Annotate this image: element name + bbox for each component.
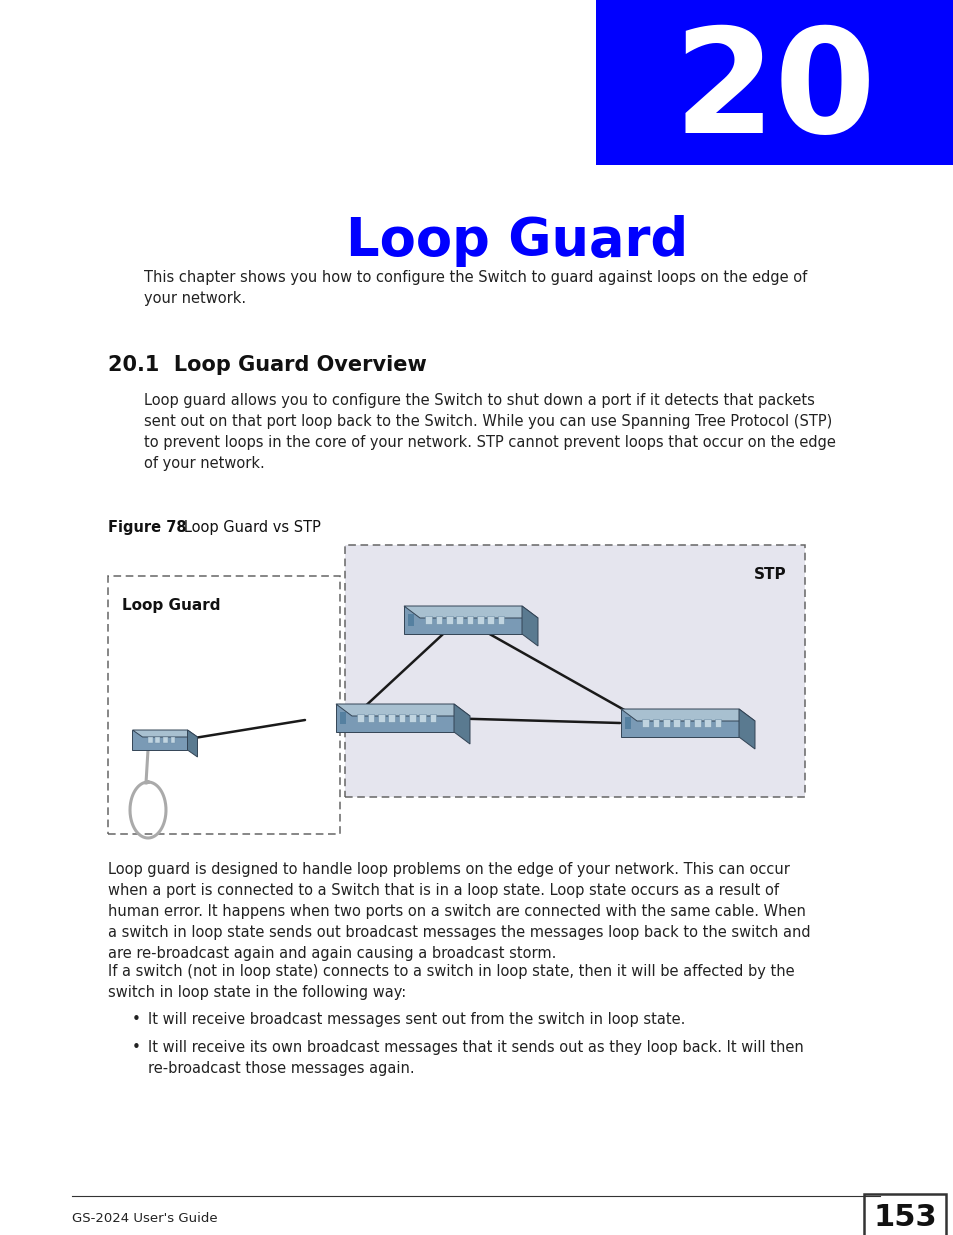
- Text: Loop Guard: Loop Guard: [122, 598, 220, 613]
- Bar: [487, 616, 494, 624]
- Bar: [163, 737, 168, 743]
- Bar: [377, 714, 384, 722]
- Text: GS-2024 User's Guide: GS-2024 User's Guide: [71, 1212, 217, 1225]
- Text: If a switch (not in loop state) connects to a switch in loop state, then it will: If a switch (not in loop state) connects…: [108, 965, 794, 1000]
- Text: Loop Guard vs STP: Loop Guard vs STP: [170, 520, 320, 535]
- Text: Loop Guard: Loop Guard: [346, 215, 687, 267]
- Bar: [108, 576, 339, 834]
- Polygon shape: [521, 606, 537, 646]
- Text: It will receive its own broadcast messages that it sends out as they loop back. : It will receive its own broadcast messag…: [148, 1040, 803, 1076]
- Polygon shape: [335, 704, 470, 716]
- Polygon shape: [188, 730, 197, 757]
- Bar: [476, 616, 483, 624]
- Bar: [425, 616, 432, 624]
- Polygon shape: [739, 709, 754, 748]
- Bar: [148, 737, 152, 743]
- Text: •: •: [132, 1011, 141, 1028]
- Bar: [398, 714, 405, 722]
- Text: Figure 78: Figure 78: [108, 520, 187, 535]
- Bar: [436, 616, 442, 624]
- Bar: [596, 0, 953, 165]
- Polygon shape: [620, 709, 754, 721]
- Text: STP: STP: [754, 567, 786, 582]
- Text: 153: 153: [872, 1203, 936, 1233]
- Bar: [339, 713, 346, 724]
- Polygon shape: [335, 704, 454, 732]
- Bar: [693, 719, 700, 727]
- Bar: [408, 614, 414, 626]
- Polygon shape: [132, 730, 197, 737]
- Bar: [714, 719, 720, 727]
- Polygon shape: [132, 730, 188, 750]
- Text: Loop guard is designed to handle loop problems on the edge of your network. This: Loop guard is designed to handle loop pr…: [108, 862, 810, 961]
- Bar: [409, 714, 416, 722]
- Text: This chapter shows you how to configure the Switch to guard against loops on the: This chapter shows you how to configure …: [144, 270, 806, 306]
- Text: 20: 20: [673, 22, 876, 163]
- Bar: [662, 719, 669, 727]
- Text: It will receive broadcast messages sent out from the switch in loop state.: It will receive broadcast messages sent …: [148, 1011, 684, 1028]
- Bar: [641, 719, 648, 727]
- Polygon shape: [454, 704, 470, 743]
- Bar: [624, 718, 630, 729]
- Bar: [445, 616, 453, 624]
- Bar: [171, 737, 175, 743]
- Bar: [418, 714, 426, 722]
- Polygon shape: [620, 709, 739, 737]
- Bar: [673, 719, 679, 727]
- Bar: [367, 714, 375, 722]
- Polygon shape: [403, 606, 537, 618]
- Bar: [703, 719, 710, 727]
- Bar: [388, 714, 395, 722]
- Bar: [863, 1194, 945, 1235]
- Bar: [456, 616, 462, 624]
- Bar: [682, 719, 690, 727]
- Bar: [466, 616, 473, 624]
- Bar: [345, 545, 804, 797]
- Bar: [652, 719, 659, 727]
- Text: Loop guard allows you to configure the Switch to shut down a port if it detects : Loop guard allows you to configure the S…: [144, 393, 835, 471]
- Bar: [356, 714, 364, 722]
- Bar: [429, 714, 436, 722]
- Bar: [155, 737, 160, 743]
- Text: 20.1  Loop Guard Overview: 20.1 Loop Guard Overview: [108, 354, 426, 375]
- Text: •: •: [132, 1040, 141, 1055]
- Polygon shape: [403, 606, 521, 634]
- Bar: [497, 616, 504, 624]
